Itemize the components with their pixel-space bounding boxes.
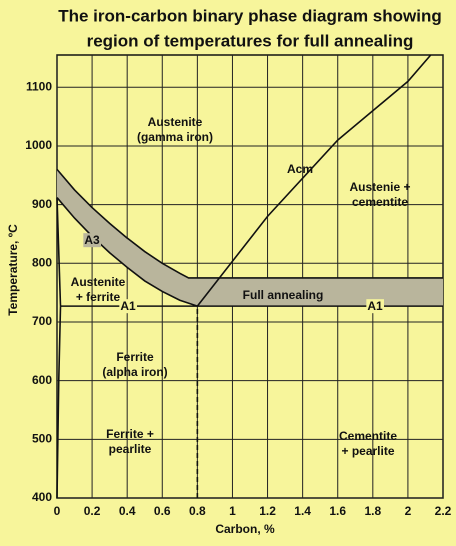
x-tick-label: 2.2 xyxy=(435,504,452,518)
region-label: pearlite xyxy=(109,442,152,456)
phase-line xyxy=(56,168,443,279)
x-tick-label: 0.4 xyxy=(119,504,136,518)
label-background xyxy=(83,233,101,248)
label-background xyxy=(366,299,384,314)
chart-title: The iron-carbon binary phase diagram sho… xyxy=(58,6,442,25)
region-label: + ferrite xyxy=(76,290,121,304)
x-tick-label: 1.8 xyxy=(364,504,381,518)
x-tick-label: 1.4 xyxy=(294,504,311,518)
y-tick-label: 700 xyxy=(32,314,52,328)
region-label: (gamma iron) xyxy=(137,130,213,144)
region-label: Full annealing xyxy=(243,288,324,302)
phase-line xyxy=(56,306,62,499)
x-tick-label: 0.8 xyxy=(189,504,206,518)
region-label: A3 xyxy=(84,233,100,247)
x-tick-label: 1.6 xyxy=(329,504,346,518)
x-tick-label: 1.2 xyxy=(259,504,276,518)
y-tick-label: 900 xyxy=(32,197,52,211)
x-tick-label: 0.2 xyxy=(84,504,101,518)
label-background xyxy=(119,299,137,314)
y-tick-label: 1100 xyxy=(26,79,52,93)
y-tick-label: 600 xyxy=(32,373,52,387)
region-label: A1 xyxy=(367,299,383,313)
chart-title: region of temperatures for full annealin… xyxy=(87,31,414,50)
phase-line xyxy=(56,197,62,307)
region-label: Acm xyxy=(287,162,313,176)
region-label: cementite xyxy=(352,195,408,209)
x-tick-label: 0 xyxy=(54,504,61,518)
x-axis-label: Carbon, % xyxy=(215,522,275,536)
region-label: Austenite xyxy=(148,115,203,129)
region-label: Ferrite + xyxy=(106,427,154,441)
region-label: A1 xyxy=(120,299,136,313)
region-label: Cementite xyxy=(339,429,397,443)
x-tick-label: 0.6 xyxy=(154,504,171,518)
phase-line xyxy=(56,197,443,307)
region-label: Austenie + xyxy=(349,180,410,194)
region-label: Austenite xyxy=(71,275,126,289)
region-label: + pearlite xyxy=(341,444,394,458)
y-tick-label: 800 xyxy=(32,255,52,269)
phase-line xyxy=(196,54,432,307)
y-tick-label: 500 xyxy=(32,431,52,445)
annealing-band xyxy=(57,169,443,307)
region-label: Ferrite xyxy=(116,350,154,364)
x-tick-label: 1 xyxy=(229,504,236,518)
y-axis-label: Temperature, ºC xyxy=(6,224,20,316)
region-label: (alpha iron) xyxy=(102,365,167,379)
y-tick-label: 400 xyxy=(32,490,52,504)
x-tick-label: 2 xyxy=(405,504,412,518)
y-tick-label: 1000 xyxy=(25,138,52,152)
